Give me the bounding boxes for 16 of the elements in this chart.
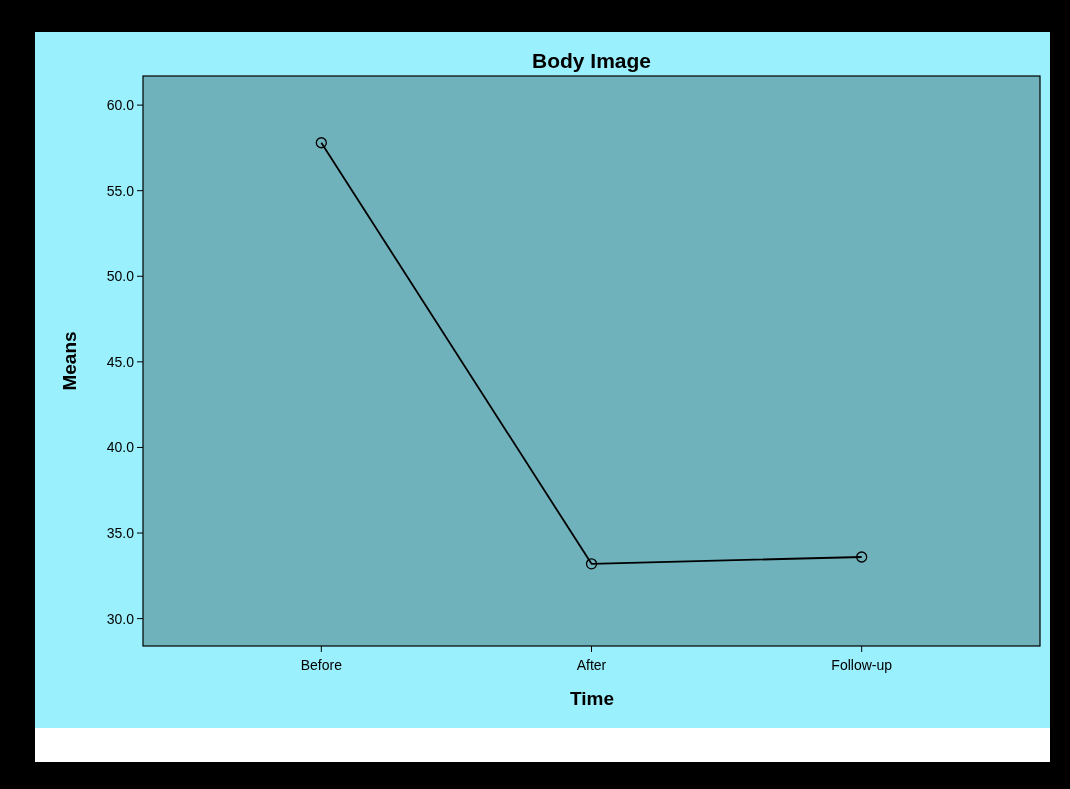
y-tick-label: 55.0 — [106, 182, 135, 199]
x-tick-label: Follow-up — [831, 657, 893, 673]
x-tick-label: Before — [300, 657, 343, 673]
point — [315, 137, 327, 149]
y-axis-title: Means — [59, 331, 80, 391]
point — [856, 551, 868, 563]
x-axis-title: Time — [569, 688, 615, 709]
chart-title: Body Image — [531, 49, 652, 72]
y-tick-label: 60.0 — [106, 97, 135, 113]
y-tick-label: 30.0 — [106, 610, 135, 627]
y-tick-label: 40.0 — [106, 439, 135, 456]
y-tick-label: 45.0 — [106, 353, 135, 370]
y-tick-label: 35.0 — [106, 524, 135, 541]
x-tick-label: After — [576, 657, 607, 673]
point — [585, 558, 598, 570]
y-tick-label: 50.0 — [106, 268, 135, 285]
